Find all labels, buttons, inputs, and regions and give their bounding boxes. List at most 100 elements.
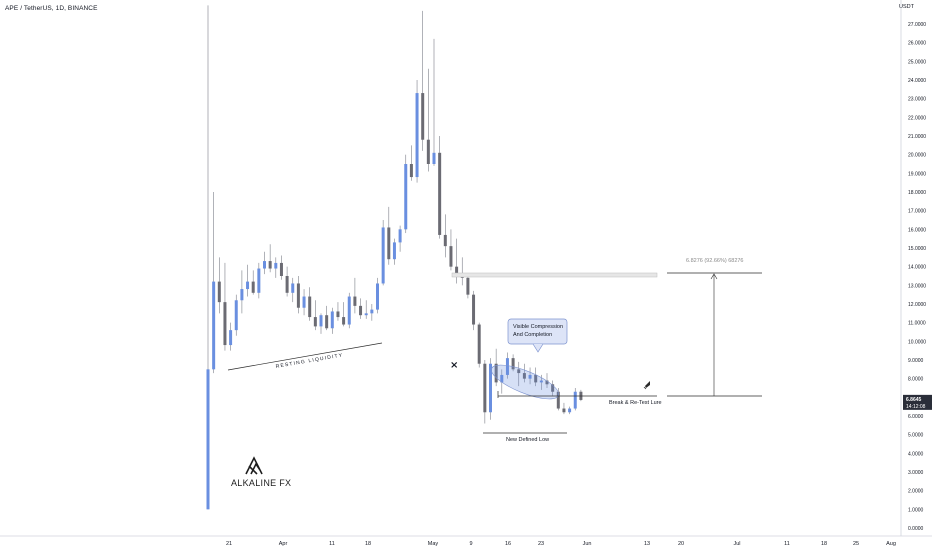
candle xyxy=(217,257,221,314)
candle-body xyxy=(370,309,374,314)
candle-body xyxy=(212,281,216,370)
candle xyxy=(432,38,436,166)
candle-body xyxy=(330,311,334,329)
price-tick: 12.0000 xyxy=(908,302,926,308)
candle-body xyxy=(381,227,385,284)
candle-body xyxy=(398,229,402,243)
candle-body xyxy=(421,93,425,140)
time-tick: Jun xyxy=(583,541,592,547)
candle xyxy=(460,257,464,286)
candle xyxy=(545,373,549,388)
candle xyxy=(409,145,413,181)
candle xyxy=(489,358,492,420)
time-tick: 11 xyxy=(784,541,790,547)
measure-label: 6.8276 (92.66%) 68276 xyxy=(686,258,744,264)
time-tick: 18 xyxy=(821,541,827,547)
candle xyxy=(291,277,295,303)
candle-body xyxy=(268,261,272,269)
candle-body xyxy=(217,281,221,303)
candle xyxy=(285,266,289,297)
resting-liquidity-line xyxy=(227,342,383,371)
price-tick: 19.0000 xyxy=(908,171,926,177)
candle-body xyxy=(353,296,357,306)
candle-body xyxy=(392,242,396,260)
price-axis: 0.0000 1.0000 2.0000 3.0000 4.0000 5.0000 6.00… xyxy=(0,0,932,537)
candle xyxy=(562,402,566,415)
candle-body xyxy=(432,152,436,164)
candle-body xyxy=(387,227,391,260)
candle xyxy=(449,229,453,271)
candle xyxy=(528,367,532,385)
candle-body xyxy=(517,369,521,374)
candle-body xyxy=(302,296,306,308)
price-tick: 1.0000 xyxy=(908,507,924,513)
candle xyxy=(229,322,233,351)
x-mark-icon: × xyxy=(450,360,458,371)
time-tick: 13 xyxy=(644,541,650,547)
candle-body xyxy=(415,93,419,178)
candle-body xyxy=(545,380,549,385)
candle xyxy=(223,262,227,351)
candle xyxy=(426,68,430,172)
candles xyxy=(206,5,583,510)
candle xyxy=(387,206,391,265)
candle xyxy=(336,302,340,321)
price-tick: 15.0000 xyxy=(908,246,926,252)
price-tick: 16.0000 xyxy=(908,227,926,233)
candle xyxy=(342,302,346,327)
candle-body xyxy=(229,330,233,346)
price-tick: 11.0000 xyxy=(908,321,926,327)
candle xyxy=(443,214,447,258)
price-tick: 5.0000 xyxy=(908,433,924,439)
candle xyxy=(551,380,555,396)
candle-body xyxy=(477,324,481,364)
candle xyxy=(353,277,357,314)
candle-body xyxy=(426,139,430,164)
candle xyxy=(477,322,481,368)
candle xyxy=(313,300,317,331)
time-tick: 20 xyxy=(678,541,684,547)
candle-body xyxy=(234,300,238,331)
price-tick: 25.0000 xyxy=(908,59,926,65)
break-retest-label: Break & Re-Test Lure xyxy=(609,400,662,406)
resistance-zone xyxy=(451,272,658,278)
candle-body xyxy=(551,384,555,392)
candle xyxy=(274,257,278,278)
candle-body xyxy=(291,283,295,293)
candle-body xyxy=(274,262,278,269)
time-tick: 18 xyxy=(365,541,371,547)
candle-body xyxy=(466,277,470,295)
price-tick: 18.0000 xyxy=(908,190,926,196)
candle-body xyxy=(500,374,504,383)
candle-body xyxy=(336,311,340,318)
callout-line-1: Visible Compression xyxy=(513,324,563,330)
price-tick: 22.0000 xyxy=(908,115,926,121)
candle xyxy=(364,300,368,319)
resting-liquidity-label: RESTING LIQUIDITY xyxy=(275,352,343,370)
candle xyxy=(381,220,385,286)
candle xyxy=(534,367,538,387)
candle xyxy=(511,354,515,372)
candle-body xyxy=(522,373,526,379)
time-tick: Jul xyxy=(733,541,740,547)
candle-body xyxy=(240,289,244,301)
price-tick: 9.0000 xyxy=(908,358,924,364)
candle-body xyxy=(251,281,255,293)
candle xyxy=(494,348,498,387)
candle xyxy=(296,276,300,314)
candle-body xyxy=(568,408,572,413)
candle-body xyxy=(443,234,447,247)
callout-line-2: And Completion xyxy=(513,332,552,338)
candle xyxy=(438,136,442,239)
candle xyxy=(279,255,283,280)
callout-pointer xyxy=(532,343,544,353)
candle xyxy=(251,270,255,295)
candle xyxy=(370,304,374,321)
time-tick: 16 xyxy=(505,541,511,547)
candle xyxy=(319,313,323,334)
time-tick: Aug xyxy=(886,541,896,547)
candle xyxy=(404,154,408,234)
candle xyxy=(330,307,334,334)
price-tick: 24.0000 xyxy=(908,78,926,84)
